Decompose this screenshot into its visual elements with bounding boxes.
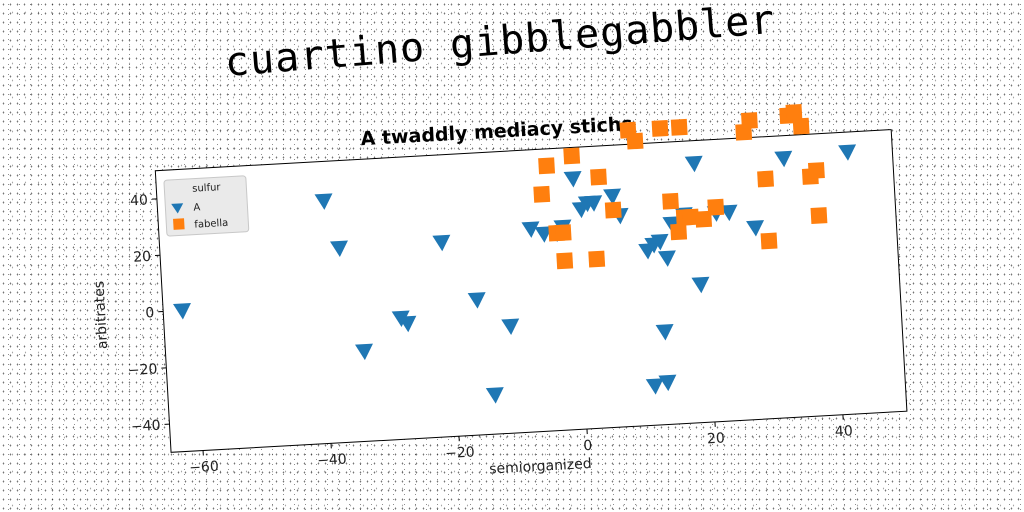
data-point-a	[657, 250, 676, 267]
legend-label-fabella: fabella	[194, 218, 228, 231]
data-point-a	[173, 302, 191, 320]
data-point-fabella	[682, 208, 700, 226]
data-point-a	[355, 343, 373, 361]
x-tick-label: −40	[317, 452, 347, 470]
data-point-a	[398, 315, 417, 333]
data-point-fabella	[792, 117, 810, 135]
data-point-fabella	[604, 201, 622, 219]
legend-title: sulfur	[192, 182, 222, 195]
data-point-a	[774, 150, 793, 168]
data-point-fabella	[590, 168, 607, 186]
y-tick-label: −40	[131, 418, 161, 436]
data-point-fabella	[563, 147, 581, 165]
legend-box	[163, 175, 250, 237]
data-point-a	[485, 387, 504, 404]
legend-label-a: A	[193, 202, 201, 213]
x-tick-label: −20	[445, 444, 475, 462]
data-point-a	[467, 292, 486, 309]
y-tick-label: −20	[127, 361, 157, 379]
data-point-a	[650, 233, 669, 251]
x-tick-label: −60	[189, 459, 219, 477]
data-point-fabella	[670, 118, 688, 136]
y-axis-label: arbitrates	[91, 280, 111, 349]
legend-marker-fabella	[173, 218, 185, 230]
data-point-a	[314, 193, 333, 210]
data-point-a	[563, 170, 582, 188]
data-point-fabella	[554, 224, 572, 242]
data-point-fabella	[670, 223, 688, 241]
plot-frame	[154, 129, 908, 453]
data-point-a	[684, 155, 703, 173]
data-point-fabella	[626, 132, 644, 150]
data-point-a	[691, 276, 710, 294]
x-tick-label: 40	[835, 423, 854, 440]
y-tick-label: 40	[130, 192, 149, 209]
data-point-a	[638, 243, 657, 260]
data-point-fabella	[533, 185, 551, 203]
data-point-a	[658, 374, 677, 392]
data-point-a	[655, 323, 674, 341]
data-point-a	[432, 234, 451, 252]
data-point-a	[534, 226, 553, 243]
data-point-fabella	[810, 207, 828, 224]
data-point-fabella	[807, 162, 825, 179]
data-point-a	[329, 240, 348, 257]
legend[interactable]: sulfur A fabella	[163, 175, 250, 237]
x-axis-label: semiorganized	[489, 456, 592, 478]
data-point-fabella	[538, 157, 556, 175]
data-point-fabella	[588, 250, 606, 268]
legend-marker-a	[171, 203, 184, 214]
data-point-fabella	[785, 104, 803, 121]
chart-title: A twaddly mediacy stichs	[360, 113, 633, 150]
y-tick-label: 20	[133, 249, 152, 266]
data-point-a	[645, 378, 664, 395]
data-point-a	[838, 144, 857, 161]
data-point-a	[603, 188, 622, 206]
data-point-fabella	[707, 198, 725, 216]
data-points	[173, 104, 857, 404]
y-tick-label: 0	[145, 305, 155, 321]
data-point-fabella	[556, 252, 574, 270]
data-point-a	[719, 204, 738, 222]
data-point-fabella	[757, 170, 774, 188]
data-point-fabella	[760, 232, 778, 250]
data-point-fabella	[651, 119, 669, 137]
data-point-fabella	[662, 192, 679, 210]
x-tick-label: 20	[707, 430, 726, 447]
data-point-fabella	[741, 112, 758, 130]
x-tick-label: 0	[583, 438, 593, 454]
data-point-a	[501, 318, 520, 335]
data-point-a	[584, 195, 603, 212]
data-point-a	[521, 221, 540, 238]
axis-ticks: −60 −40 −20 0 20 40 −40 −20 0 20 40	[127, 192, 854, 477]
data-point-fabella	[695, 210, 713, 228]
data-point-a	[746, 220, 765, 237]
